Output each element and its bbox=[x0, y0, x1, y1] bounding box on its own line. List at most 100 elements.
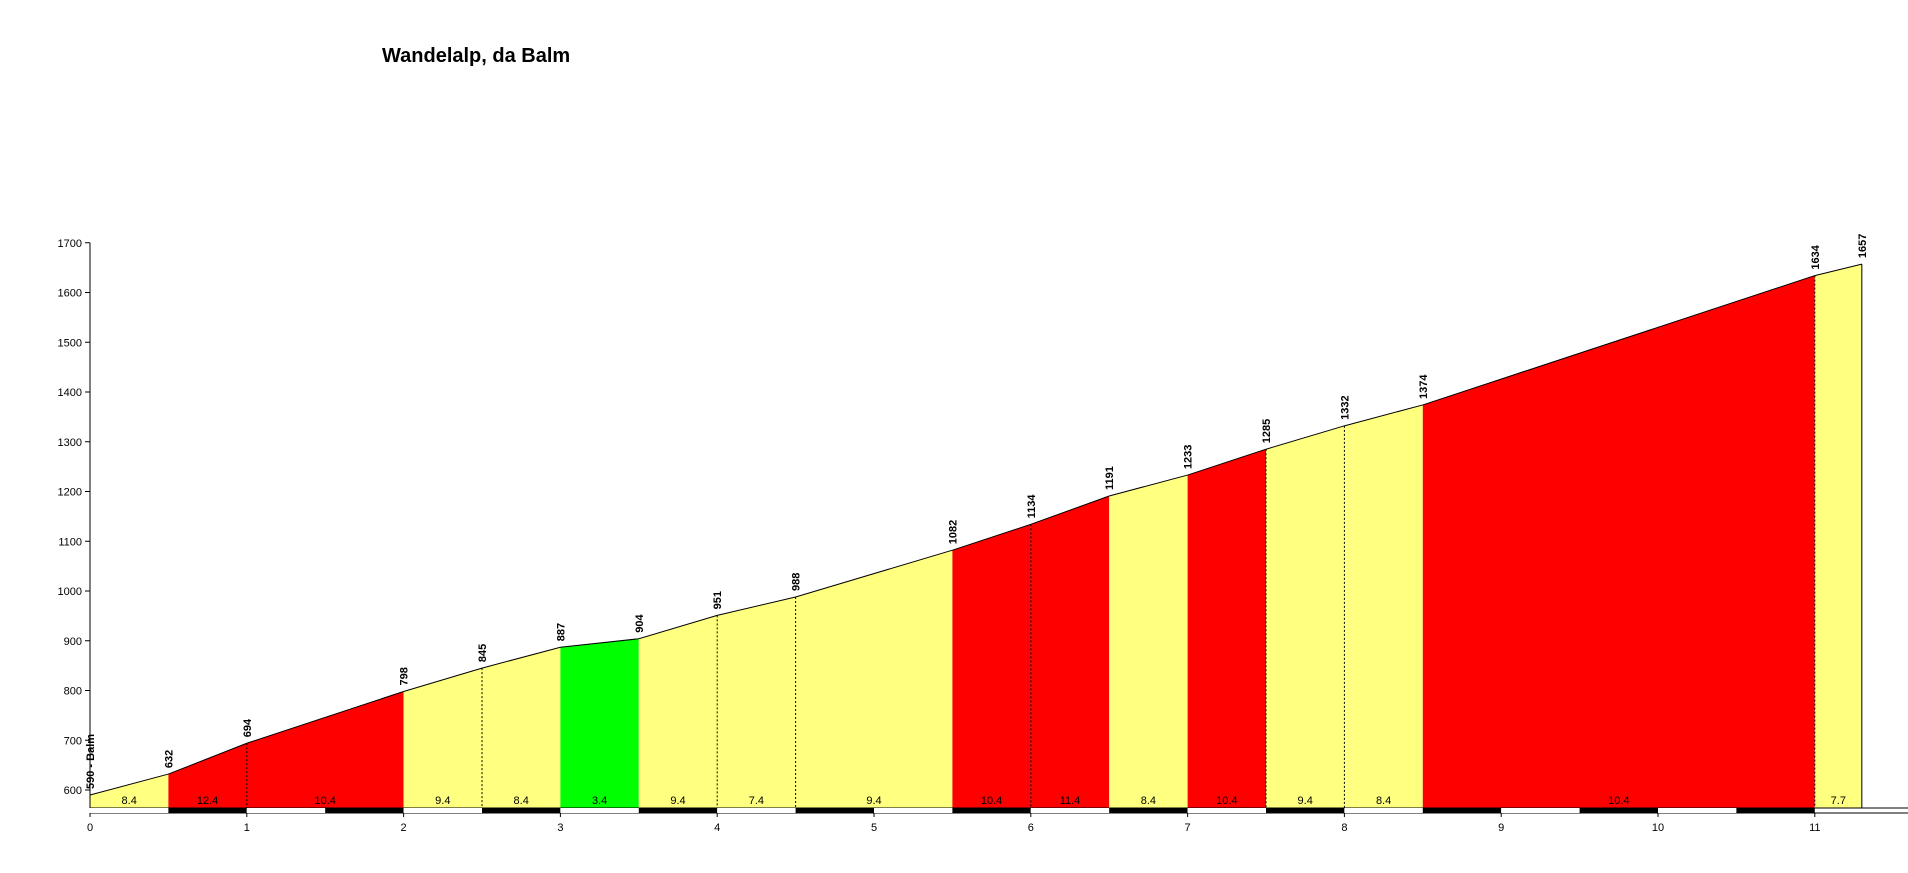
segment-fill bbox=[952, 524, 1031, 808]
x-tick-label: 7 bbox=[1185, 822, 1191, 834]
gradient-label: 8.4 bbox=[514, 795, 529, 807]
gradient-label: 9.4 bbox=[670, 795, 685, 807]
altitude-label: 887 bbox=[555, 623, 567, 641]
km-bar-block bbox=[403, 808, 482, 813]
y-tick-label: 700 bbox=[64, 735, 82, 747]
altitude-label: 1332 bbox=[1339, 395, 1351, 419]
km-bar-block bbox=[1030, 808, 1110, 813]
km-bar-block bbox=[1109, 808, 1188, 813]
y-tick-label: 1300 bbox=[58, 437, 82, 449]
x-tick-label: 1 bbox=[244, 822, 250, 834]
altitude-label: 1657 bbox=[1857, 234, 1869, 258]
altitude-label: 1082 bbox=[947, 520, 959, 544]
y-tick-label: 1200 bbox=[58, 487, 82, 499]
altitude-label: 590 - Balm bbox=[85, 734, 97, 789]
y-tick-label: 1500 bbox=[58, 337, 82, 349]
gradient-label: 8.4 bbox=[1141, 795, 1156, 807]
km-bar-block bbox=[795, 808, 874, 813]
segment-fill bbox=[1814, 264, 1862, 809]
km-bar-block bbox=[1658, 808, 1737, 813]
gradient-segments bbox=[90, 264, 1862, 809]
km-bar-block bbox=[246, 808, 326, 813]
km-bar-block bbox=[1579, 808, 1658, 813]
altitude-label: 904 bbox=[634, 614, 646, 633]
segment-fill bbox=[90, 774, 169, 808]
km-bar-block bbox=[1344, 808, 1423, 813]
x-tick-label: 4 bbox=[714, 822, 720, 834]
segment-fill bbox=[638, 615, 718, 808]
x-tick-label: 3 bbox=[557, 822, 563, 834]
gradient-label: 8.4 bbox=[122, 795, 137, 807]
x-tick-label: 9 bbox=[1498, 822, 1504, 834]
gradient-label: 3.4 bbox=[592, 795, 607, 807]
x-tick-label: 2 bbox=[401, 822, 407, 834]
altitude-label: 632 bbox=[163, 750, 175, 768]
gradient-label: 10.4 bbox=[981, 795, 1002, 807]
segment-fill bbox=[1422, 275, 1815, 809]
altitude-label: 694 bbox=[242, 718, 254, 737]
profile-line-group bbox=[89, 263, 1863, 808]
gradient-label: 10.4 bbox=[1216, 795, 1237, 807]
x-tick-label: 11 bbox=[1809, 822, 1820, 834]
altitude-label: 1233 bbox=[1183, 445, 1195, 469]
altitude-label: 951 bbox=[712, 591, 724, 609]
km-bar-block bbox=[717, 808, 796, 813]
y-tick-label: 1100 bbox=[58, 536, 82, 548]
km-bar-block bbox=[1187, 808, 1266, 813]
km-bar-block bbox=[90, 808, 169, 813]
km-bar-block bbox=[482, 808, 561, 813]
gradient-label: 9.4 bbox=[866, 795, 881, 807]
km-bar-block bbox=[1736, 808, 1815, 813]
km-bar-block bbox=[1501, 808, 1580, 813]
gradient-label: 11.4 bbox=[1060, 795, 1081, 807]
gradient-label: 8.4 bbox=[1376, 795, 1391, 807]
x-tick-label: 5 bbox=[871, 822, 877, 834]
gradient-labels: 8.4 12.4 10.4 9.4 8.4 3.4 9.4 7.4 9.4 10.4 11.4 8.4… bbox=[122, 795, 1846, 807]
altitude-label: 845 bbox=[477, 644, 489, 662]
km-bar-block bbox=[1266, 808, 1345, 813]
km-bar-block bbox=[560, 808, 639, 813]
segment-fill bbox=[482, 647, 561, 808]
segment-fill bbox=[1187, 449, 1266, 808]
km-bar-block bbox=[874, 808, 953, 813]
km-bar-block bbox=[638, 808, 718, 813]
y-tick-label: 600 bbox=[64, 785, 82, 797]
y-tick-label: 1000 bbox=[58, 586, 82, 598]
y-tick-label: 900 bbox=[64, 636, 82, 648]
gradient-label: 10.4 bbox=[1608, 795, 1629, 807]
segment-fill bbox=[795, 550, 953, 808]
axes: 6007008009001000110012001300140015001600… bbox=[58, 238, 1908, 834]
segment-fill bbox=[1109, 475, 1188, 808]
gradient-label: 10.4 bbox=[314, 795, 335, 807]
altitude-label: 1191 bbox=[1104, 466, 1116, 490]
x-tick-label: 6 bbox=[1028, 822, 1034, 834]
x-tick-label: 10 bbox=[1652, 822, 1664, 834]
gradient-label: 7.4 bbox=[749, 795, 764, 807]
chart-title: Wandelalp, da Balm bbox=[382, 45, 570, 67]
altitude-label: 1134 bbox=[1026, 494, 1038, 519]
segment-markers bbox=[246, 275, 1816, 808]
segment-fill bbox=[560, 638, 639, 808]
altitude-label: 798 bbox=[399, 667, 411, 685]
gradient-label: 7.7 bbox=[1831, 795, 1846, 807]
km-bar-block bbox=[325, 808, 404, 813]
km-bar-block bbox=[952, 808, 1031, 813]
gradient-label: 12.4 bbox=[197, 795, 218, 807]
segment-fill bbox=[717, 596, 796, 808]
segment-fill bbox=[1344, 404, 1423, 808]
segment-fill bbox=[403, 668, 482, 808]
gradient-label: 9.4 bbox=[435, 795, 450, 807]
x-tick-label: 8 bbox=[1341, 822, 1347, 834]
y-tick-label: 1600 bbox=[58, 288, 82, 300]
segment-fill bbox=[1266, 425, 1345, 808]
altitude-label: 988 bbox=[791, 573, 803, 591]
km-bar-block bbox=[168, 808, 247, 813]
y-tick-label: 800 bbox=[64, 686, 82, 698]
profile-line bbox=[89, 263, 1862, 796]
altitude-label: 1374 bbox=[1418, 374, 1430, 399]
y-tick-label: 1700 bbox=[58, 238, 82, 250]
segment-fill bbox=[168, 691, 404, 808]
gradient-label: 9.4 bbox=[1298, 795, 1313, 807]
altitude-label: 1285 bbox=[1261, 419, 1273, 443]
